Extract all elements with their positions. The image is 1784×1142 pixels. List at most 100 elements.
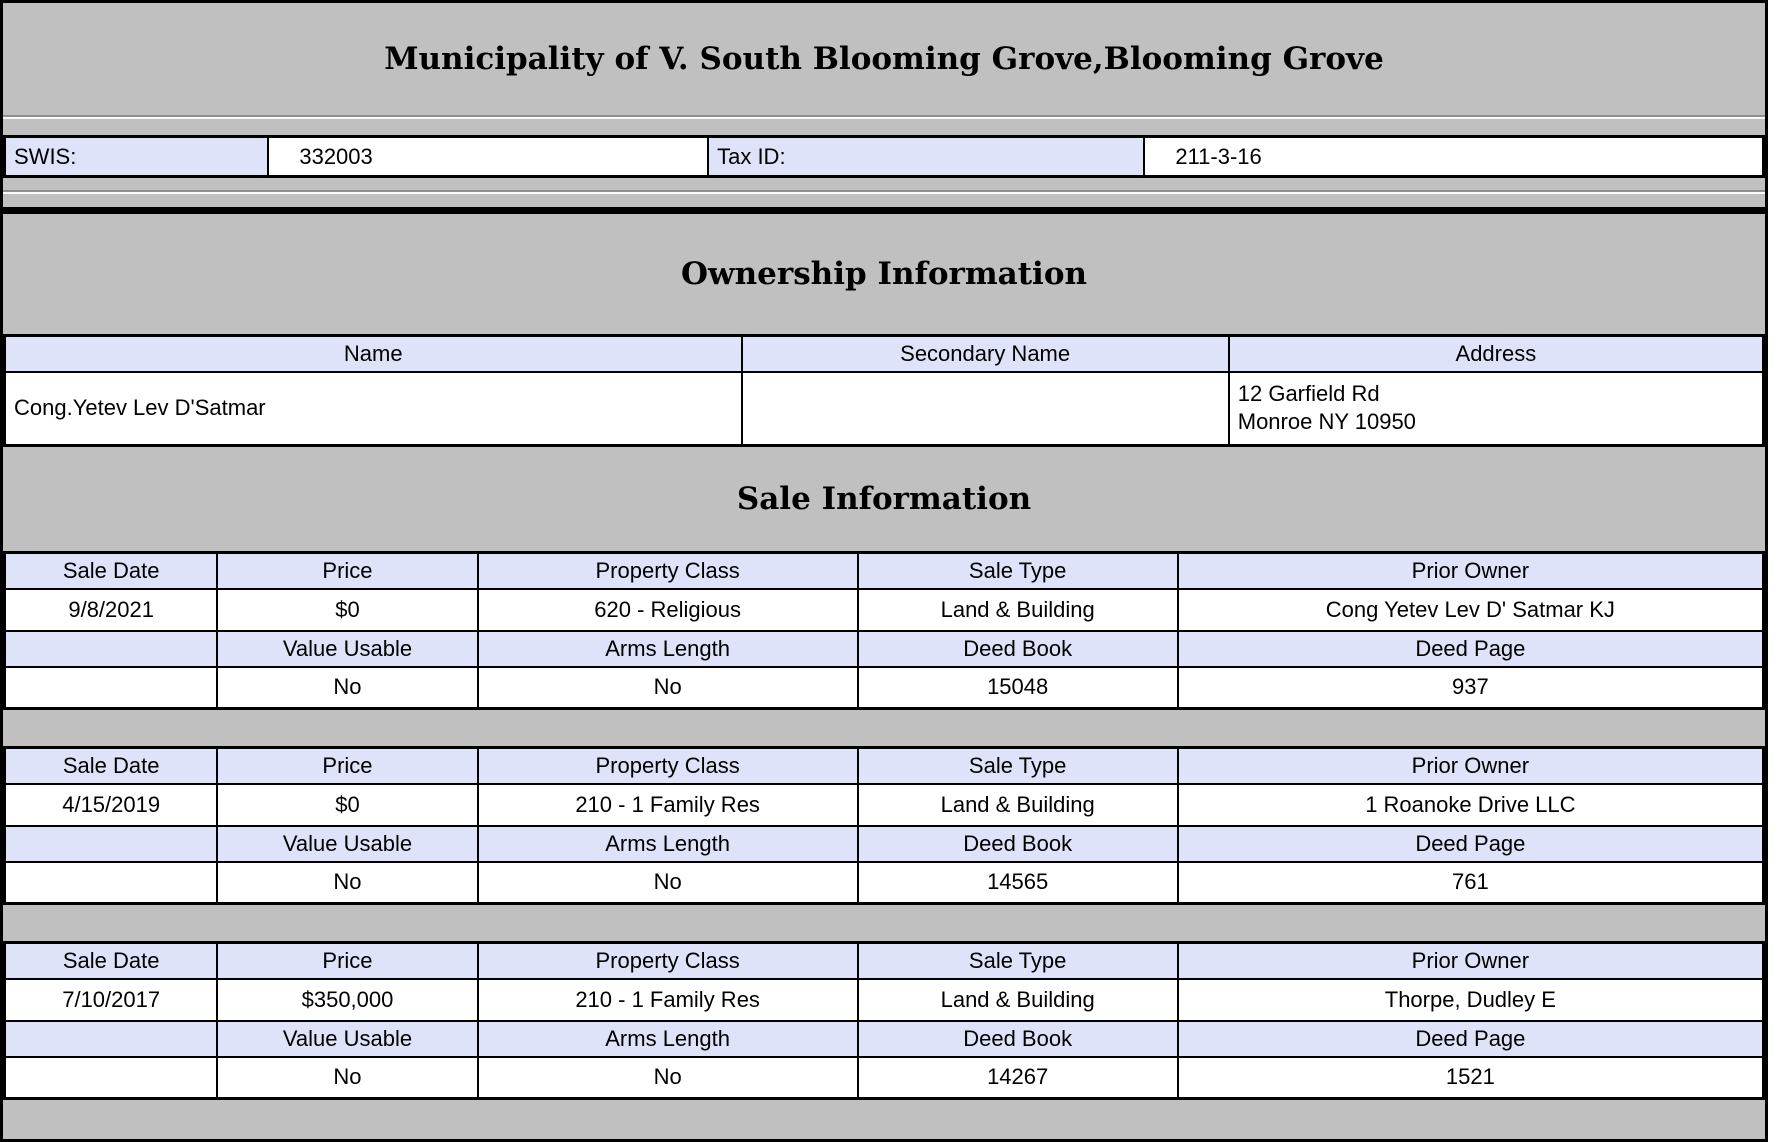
empty-header-cell [3,629,219,668]
sale-secondary-header-row: Value Usable Arms Length Deed Book Deed … [3,824,1765,863]
sale-type-value: Land & Building [856,977,1179,1022]
tax-id-value: 211-3-16 [1143,135,1765,178]
deed-book-header: Deed Book [856,629,1179,668]
value-usable-header: Value Usable [216,1019,479,1058]
sale-header-row: Sale Date Price Property Class Sale Type… [3,746,1765,785]
address-column-header: Address [1227,334,1765,373]
divider-rule [3,190,1765,194]
deed-page-header: Deed Page [1176,629,1765,668]
price-header: Price [216,551,479,590]
deed-page-value: 761 [1176,860,1765,905]
secondary-name-column-header: Secondary Name [740,334,1230,373]
sale-date-value: 4/15/2019 [3,782,219,827]
ownership-section-band: Ownership Information [3,214,1765,334]
prior-owner-value: 1 Roanoke Drive LLC [1176,782,1765,827]
identifier-row: SWIS: 332003 Tax ID: 211-3-16 [3,135,1765,178]
swis-value: 332003 [267,135,710,178]
municipality-title-band: Municipality of V. South Blooming Grove,… [3,3,1765,115]
page-title: Municipality of V. South Blooming Grove,… [384,41,1384,77]
sale-table-2: Sale Date Price Property Class Sale Type… [3,746,1765,905]
sale-data-row: 4/15/2019 $0 210 - 1 Family Res Land & B… [3,782,1765,827]
property-class-value: 210 - 1 Family Res [476,782,859,827]
value-usable-value: No [216,665,479,710]
owner-address-cell: 12 Garfield Rd Monroe NY 10950 [1227,370,1765,447]
value-usable-value: No [216,860,479,905]
spacer [3,119,1765,135]
empty-cell [3,665,219,710]
sale-section-band: Sale Information [3,447,1765,551]
deed-page-value: 1521 [1176,1055,1765,1100]
divider-rule [3,115,1765,119]
arms-length-value: No [476,860,859,905]
empty-header-cell [3,824,219,863]
sale-type-header: Sale Type [856,941,1179,980]
spacer [3,194,1765,207]
sale-date-header: Sale Date [3,746,219,785]
spacer [3,710,1765,746]
empty-cell [3,860,219,905]
price-header: Price [216,941,479,980]
deed-page-header: Deed Page [1176,1019,1765,1058]
identifier-table: SWIS: 332003 Tax ID: 211-3-16 [3,135,1765,178]
section-divider-bar [3,207,1765,214]
arms-length-value: No [476,665,859,710]
sale-table-3: Sale Date Price Property Class Sale Type… [3,941,1765,1100]
property-class-value: 620 - Religious [476,587,859,632]
ownership-table: Name Secondary Name Address Cong.Yetev L… [3,334,1765,447]
owner-secondary-name-cell [740,370,1230,447]
price-header: Price [216,746,479,785]
sale-data-row: 7/10/2017 $350,000 210 - 1 Family Res La… [3,977,1765,1022]
sale-section-title: Sale Information [736,481,1032,517]
sale-date-header: Sale Date [3,551,219,590]
empty-cell [3,1055,219,1100]
deed-page-header: Deed Page [1176,824,1765,863]
value-usable-header: Value Usable [216,629,479,668]
arms-length-header: Arms Length [476,1019,859,1058]
sale-secondary-data-row: No No 14267 1521 [3,1055,1765,1100]
tax-id-label: Tax ID: [707,135,1146,178]
sale-secondary-header-row: Value Usable Arms Length Deed Book Deed … [3,629,1765,668]
deed-page-value: 937 [1176,665,1765,710]
property-class-header: Property Class [476,746,859,785]
address-line-1: 12 Garfield Rd [1237,381,1380,407]
value-usable-value: No [216,1055,479,1100]
empty-header-cell [3,1019,219,1058]
owner-name-cell: Cong.Yetev Lev D'Satmar [3,370,743,447]
deed-book-value: 15048 [856,665,1179,710]
address-line-2: Monroe NY 10950 [1237,409,1416,435]
prior-owner-header: Prior Owner [1176,941,1765,980]
sale-type-header: Sale Type [856,551,1179,590]
arms-length-value: No [476,1055,859,1100]
ownership-header-row: Name Secondary Name Address [3,334,1765,373]
sale-data-row: 9/8/2021 $0 620 - Religious Land & Build… [3,587,1765,632]
sale-header-row: Sale Date Price Property Class Sale Type… [3,551,1765,590]
sale-secondary-header-row: Value Usable Arms Length Deed Book Deed … [3,1019,1765,1058]
sale-date-value: 9/8/2021 [3,587,219,632]
sale-table-1: Sale Date Price Property Class Sale Type… [3,551,1765,710]
sale-secondary-data-row: No No 15048 937 [3,665,1765,710]
ownership-section-title: Ownership Information [680,256,1088,292]
prior-owner-value: Cong Yetev Lev D' Satmar KJ [1176,587,1765,632]
prior-owner-header: Prior Owner [1176,551,1765,590]
price-value: $0 [216,587,479,632]
price-value: $350,000 [216,977,479,1022]
sale-type-value: Land & Building [856,587,1179,632]
sale-date-header: Sale Date [3,941,219,980]
sale-type-value: Land & Building [856,782,1179,827]
price-value: $0 [216,782,479,827]
ownership-data-row: Cong.Yetev Lev D'Satmar 12 Garfield Rd M… [3,370,1765,447]
deed-book-header: Deed Book [856,1019,1179,1058]
deed-book-value: 14565 [856,860,1179,905]
property-class-header: Property Class [476,551,859,590]
spacer [3,178,1765,190]
deed-book-header: Deed Book [856,824,1179,863]
prior-owner-header: Prior Owner [1176,746,1765,785]
value-usable-header: Value Usable [216,824,479,863]
sale-date-value: 7/10/2017 [3,977,219,1022]
prior-owner-value: Thorpe, Dudley E [1176,977,1765,1022]
arms-length-header: Arms Length [476,824,859,863]
property-class-value: 210 - 1 Family Res [476,977,859,1022]
sale-secondary-data-row: No No 14565 761 [3,860,1765,905]
deed-book-value: 14267 [856,1055,1179,1100]
